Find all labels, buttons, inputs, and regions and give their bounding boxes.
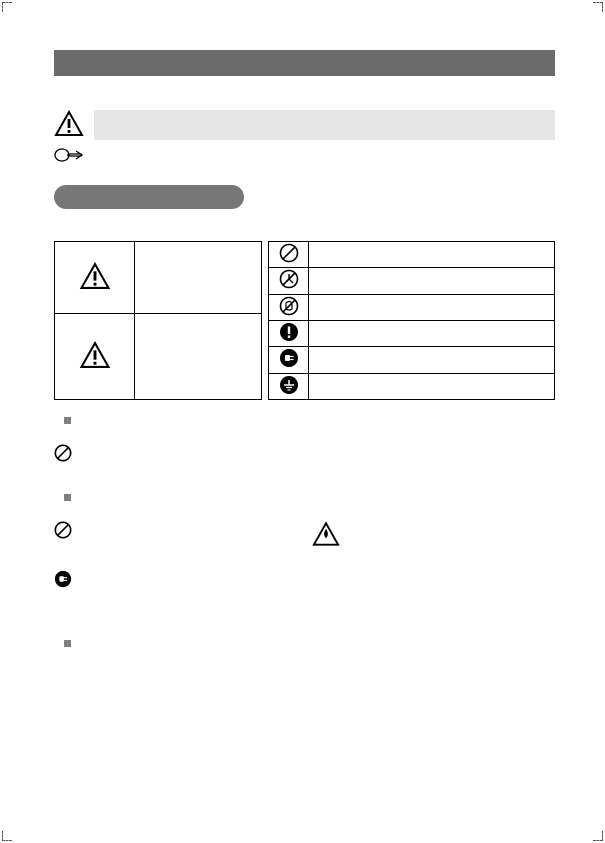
title-bar xyxy=(54,50,555,76)
unplug-note-row xyxy=(54,570,555,591)
no-disassemble-icon xyxy=(279,280,299,292)
severity-text-cell xyxy=(135,314,262,400)
severity-icon-cell xyxy=(55,314,135,400)
prohibit-note-2 xyxy=(54,521,555,550)
table-row xyxy=(55,314,262,400)
table-row xyxy=(269,294,555,320)
symbol-text-cell xyxy=(309,320,555,346)
pointer-note-row xyxy=(54,146,555,167)
fire-hazard-icon xyxy=(312,521,340,550)
mandatory-icon xyxy=(279,333,299,345)
crop-mark-br xyxy=(593,831,603,841)
bullet-row-3 xyxy=(64,637,555,649)
symbol-icon-cell xyxy=(269,268,309,294)
bullet-row-1 xyxy=(64,414,555,426)
crop-mark-tr xyxy=(593,2,603,12)
prohibit-icon xyxy=(54,444,72,465)
table-row xyxy=(269,320,555,346)
severity-table xyxy=(54,241,262,400)
crop-mark-bl xyxy=(2,831,12,841)
symbol-text-cell xyxy=(309,242,555,268)
section-pill xyxy=(54,185,244,209)
symbol-icon-cell xyxy=(269,320,309,346)
severity-text-cell xyxy=(135,242,262,314)
table-row xyxy=(269,242,555,268)
severity-icon-cell xyxy=(55,242,135,314)
symbol-text-cell xyxy=(309,373,555,399)
table-row xyxy=(269,347,555,373)
unplug-icon xyxy=(279,359,299,371)
table-row xyxy=(269,373,555,399)
bullet-row-2 xyxy=(64,491,555,503)
symbol-icon-cell xyxy=(269,373,309,399)
table-row xyxy=(55,242,262,314)
warning-triangle-icon xyxy=(54,110,84,140)
unplug-icon xyxy=(54,570,72,591)
pointing-hand-icon xyxy=(54,146,84,167)
symbol-icon-cell xyxy=(269,294,309,320)
symbol-table xyxy=(268,241,555,400)
prohibit-icon xyxy=(279,254,299,266)
square-bullet-icon xyxy=(64,640,71,647)
prohibit-icon xyxy=(54,521,72,542)
warning-triangle-icon xyxy=(79,360,111,372)
table-row xyxy=(269,268,555,294)
symbol-text-cell xyxy=(309,268,555,294)
warning-header-textbox xyxy=(94,110,555,140)
warning-triangle-icon xyxy=(79,281,111,293)
crop-mark-tl xyxy=(2,2,12,12)
prohibit-note-1 xyxy=(54,444,555,465)
square-bullet-icon xyxy=(64,417,71,424)
symbol-text-cell xyxy=(309,347,555,373)
symbol-icon-cell xyxy=(269,347,309,373)
ground-icon xyxy=(279,386,299,398)
symbol-text-cell xyxy=(309,294,555,320)
no-wet-hands-icon xyxy=(279,307,299,319)
page-content xyxy=(0,0,605,679)
warning-header-row xyxy=(54,110,555,140)
symbol-icon-cell xyxy=(269,242,309,268)
square-bullet-icon xyxy=(64,494,71,501)
tables-row xyxy=(54,241,555,400)
